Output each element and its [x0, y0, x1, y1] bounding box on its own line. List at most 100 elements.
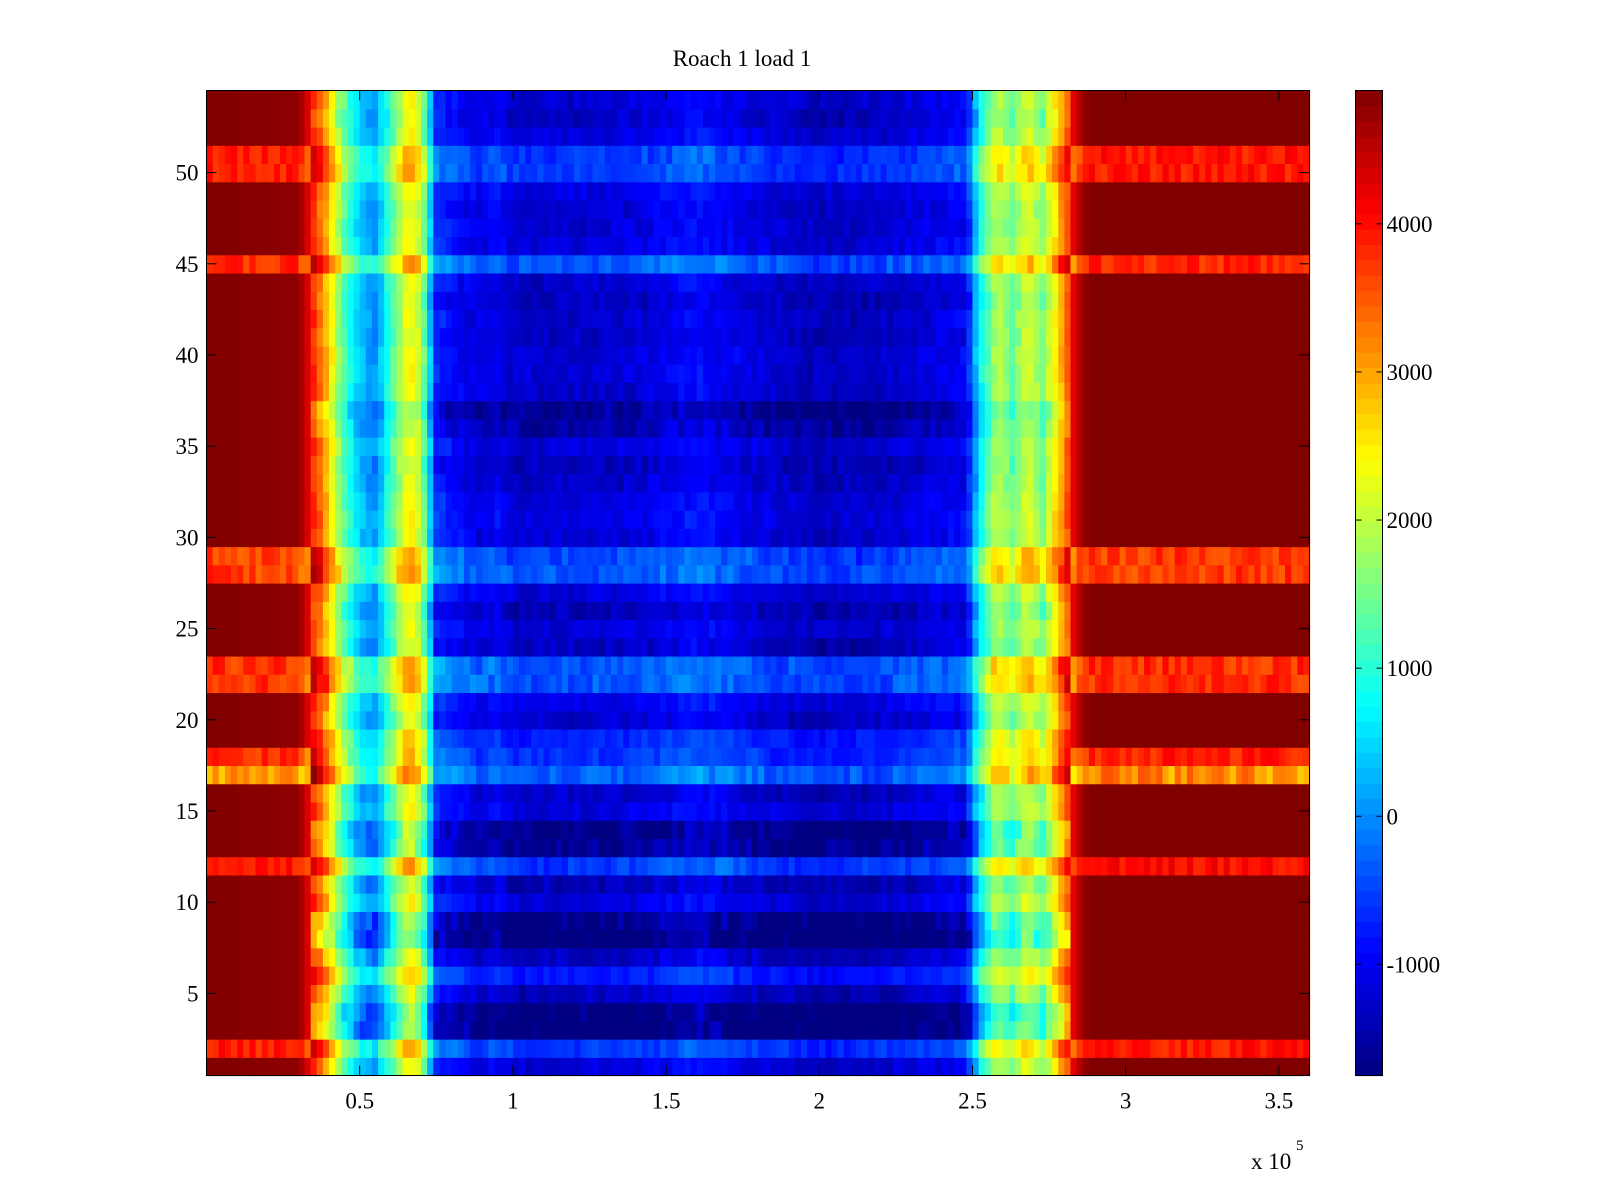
heatmap-cell [359, 710, 367, 730]
heatmap-cell [298, 929, 306, 949]
heatmap-cell [1131, 674, 1139, 694]
heatmap-cell [1131, 820, 1139, 839]
heatmap-cell [237, 1057, 244, 1077]
heatmap-cell [347, 783, 355, 803]
heatmap-cell [1137, 820, 1145, 839]
heatmap-cell [813, 966, 820, 985]
heatmap-cell [862, 929, 869, 949]
heatmap-cell [243, 783, 250, 803]
heatmap-cell [384, 856, 391, 876]
heatmap-cell [837, 619, 845, 639]
heatmap-cell [469, 710, 477, 730]
heatmap-cell [384, 838, 391, 858]
heatmap-cell [1199, 583, 1206, 602]
heatmap-cell [960, 765, 967, 785]
heatmap-cell [359, 674, 367, 694]
heatmap-cell [1033, 637, 1041, 657]
heatmap-cell [1064, 966, 1072, 985]
heatmap-cell [329, 856, 336, 876]
heatmap-cell [843, 765, 851, 785]
heatmap-cell [218, 947, 226, 967]
heatmap-cell [555, 966, 563, 985]
heatmap-cell [807, 1039, 814, 1058]
heatmap-cell [807, 783, 814, 803]
heatmap-cell [218, 911, 226, 931]
heatmap-cell [610, 929, 618, 949]
heatmap-cell [371, 1057, 379, 1077]
heatmap-cell [224, 893, 232, 912]
heatmap-cell [384, 1039, 391, 1058]
heatmap-cell [990, 728, 998, 748]
heatmap-cell [549, 893, 557, 912]
heatmap-cell [476, 911, 483, 931]
heatmap-cell [1009, 1002, 1016, 1022]
heatmap-cell [1223, 783, 1231, 803]
heatmap-cell [347, 801, 355, 821]
heatmap-cell [1046, 911, 1053, 931]
heatmap-cell [531, 583, 538, 602]
heatmap-cell [494, 820, 502, 839]
heatmap-cell [954, 619, 961, 639]
heatmap-cell [849, 984, 857, 1004]
heatmap-cell [782, 984, 790, 1004]
heatmap-cell [255, 1002, 263, 1022]
heatmap-cell [1291, 893, 1298, 912]
heatmap-cell [286, 710, 293, 730]
heatmap-cell [531, 674, 538, 694]
heatmap-cell [629, 1057, 637, 1077]
heatmap-cell [1248, 637, 1255, 657]
heatmap-cell [758, 583, 765, 602]
heatmap-cell [1033, 947, 1041, 967]
heatmap-cell [574, 984, 581, 1004]
heatmap-cell [1039, 637, 1047, 657]
heatmap-cell [365, 893, 373, 912]
heatmap-cell [647, 911, 655, 931]
heatmap-cell [715, 564, 722, 584]
heatmap-cell [1186, 583, 1194, 602]
heatmap-cell [849, 838, 857, 858]
heatmap-cell [537, 1020, 545, 1040]
heatmap-cell [1046, 966, 1053, 985]
heatmap-cell [708, 674, 716, 694]
heatmap-cell [384, 911, 391, 931]
heatmap-cell [580, 838, 588, 858]
heatmap-cell [954, 984, 961, 1004]
heatmap-cell [672, 783, 679, 803]
heatmap-cell [617, 783, 624, 803]
heatmap-cell [617, 728, 624, 748]
heatmap-cell [568, 619, 575, 639]
heatmap-cell [770, 765, 777, 785]
heatmap-cell [1168, 655, 1176, 675]
heatmap-cell [255, 674, 263, 694]
heatmap-cell [420, 619, 428, 639]
heatmap-cell [745, 783, 753, 803]
heatmap-cell [1174, 728, 1182, 748]
heatmap-cell [335, 1002, 342, 1022]
heatmap-cell [788, 1020, 796, 1040]
heatmap-cell [1278, 783, 1286, 803]
heatmap-cell [322, 783, 330, 803]
heatmap-cell [1229, 856, 1237, 876]
heatmap-cell [457, 966, 465, 985]
heatmap-cell [482, 601, 489, 621]
heatmap-cell [359, 838, 367, 858]
heatmap-cell [807, 619, 814, 639]
heatmap-cell [659, 692, 667, 712]
heatmap-cell [445, 564, 453, 584]
heatmap-cell [849, 728, 857, 748]
heatmap-cell [586, 820, 594, 839]
heatmap-cell [1223, 601, 1231, 621]
heatmap-cell [1150, 838, 1157, 858]
heatmap-cell [1009, 692, 1016, 712]
heatmap-cell [488, 856, 496, 876]
heatmap-cell [414, 801, 422, 821]
heatmap-cell [1144, 619, 1151, 639]
heatmap-cell [1217, 838, 1225, 858]
heatmap-cell [371, 1020, 379, 1040]
heatmap-cell [990, 1002, 998, 1022]
heatmap-cell [898, 655, 906, 675]
heatmap-cell [280, 710, 287, 730]
heatmap-cell [935, 601, 943, 621]
heatmap-cell [1101, 874, 1108, 894]
heatmap-cell [1052, 783, 1059, 803]
